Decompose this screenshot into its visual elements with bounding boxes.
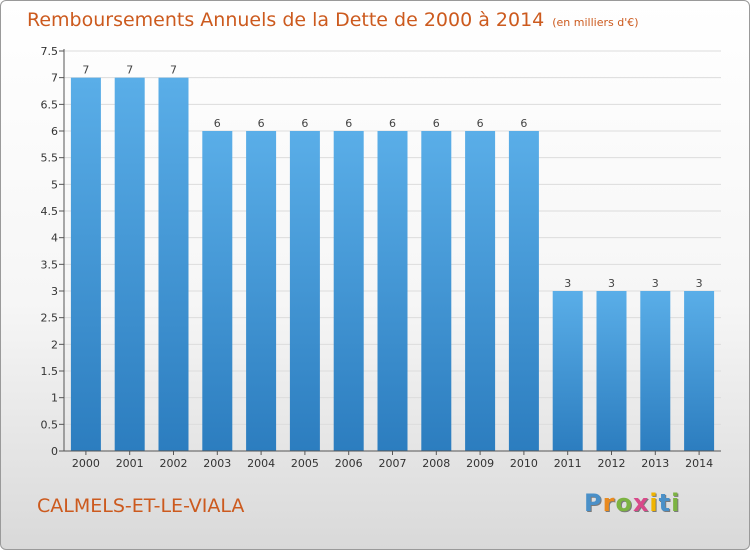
logo-letter: x bbox=[632, 489, 650, 517]
x-tick-label: 2014 bbox=[685, 457, 713, 470]
y-tick-label: 2.5 bbox=[41, 312, 59, 325]
bar bbox=[596, 291, 627, 451]
y-tick-label: 1 bbox=[51, 392, 58, 405]
logo-letter: P bbox=[584, 489, 603, 517]
commune-name: CALMELS-ET-LE-VIALA bbox=[37, 495, 245, 517]
y-tick-label: 3.5 bbox=[41, 258, 59, 271]
data-label: 7 bbox=[82, 64, 89, 77]
x-tick-label: 2012 bbox=[598, 457, 626, 470]
bar bbox=[202, 131, 233, 451]
logo-letter: r bbox=[602, 489, 616, 517]
x-tick-label: 2007 bbox=[379, 457, 407, 470]
bar bbox=[552, 291, 583, 451]
bar bbox=[114, 77, 145, 452]
x-tick-label: 2013 bbox=[641, 457, 669, 470]
x-tick-label: 2004 bbox=[247, 457, 275, 470]
bar bbox=[158, 77, 189, 452]
data-label: 3 bbox=[564, 277, 571, 290]
bar bbox=[684, 291, 715, 451]
data-label: 6 bbox=[258, 117, 265, 130]
x-tick-label: 2009 bbox=[466, 457, 494, 470]
y-tick-label: 4 bbox=[51, 232, 58, 245]
bar bbox=[465, 131, 496, 451]
data-label: 6 bbox=[520, 117, 527, 130]
bar bbox=[508, 131, 539, 451]
logo-letter: i bbox=[671, 489, 681, 517]
x-tick-label: 2010 bbox=[510, 457, 538, 470]
y-tick-label: 5.5 bbox=[41, 152, 59, 165]
data-label: 6 bbox=[214, 117, 221, 130]
x-tick-label: 2001 bbox=[116, 457, 144, 470]
y-tick-label: 0.5 bbox=[41, 418, 59, 431]
chart-unit: (en milliers d'€) bbox=[552, 16, 639, 29]
bar bbox=[421, 131, 452, 451]
chart-title: Remboursements Annuels de la Dette de 20… bbox=[27, 9, 639, 31]
y-tick-label: 6 bbox=[51, 125, 58, 138]
bar bbox=[377, 131, 408, 451]
data-label: 3 bbox=[652, 277, 659, 290]
data-label: 6 bbox=[345, 117, 352, 130]
data-label: 6 bbox=[433, 117, 440, 130]
x-tick-label: 2003 bbox=[203, 457, 231, 470]
bar bbox=[289, 131, 320, 451]
y-tick-label: 2 bbox=[51, 338, 58, 351]
bars bbox=[70, 77, 715, 452]
data-label: 7 bbox=[170, 64, 177, 77]
x-tick-label: 2002 bbox=[160, 457, 188, 470]
x-tick-label: 2008 bbox=[422, 457, 450, 470]
x-tick-label: 2005 bbox=[291, 457, 319, 470]
logo-letter: i bbox=[649, 489, 659, 517]
y-tick-label: 4.5 bbox=[41, 205, 59, 218]
logo-letter: o bbox=[615, 489, 633, 517]
y-tick-label: 0 bbox=[51, 445, 58, 458]
bar bbox=[70, 77, 101, 452]
data-label: 6 bbox=[301, 117, 308, 130]
y-tick-label: 3 bbox=[51, 285, 58, 298]
bar bbox=[246, 131, 277, 451]
y-tick-label: 7.5 bbox=[41, 45, 59, 58]
data-label: 3 bbox=[696, 277, 703, 290]
x-tick-label: 2000 bbox=[72, 457, 100, 470]
data-label: 6 bbox=[477, 117, 484, 130]
bar bbox=[333, 131, 364, 451]
proxiti-logo[interactable]: Proxiti bbox=[584, 489, 680, 517]
axes bbox=[63, 49, 721, 452]
data-label: 7 bbox=[126, 64, 133, 77]
x-tick-label: 2011 bbox=[554, 457, 582, 470]
x-axis-ticks: 2000 2001 2002 2003 2004 2005 2006 2007 2008 2009… bbox=[72, 451, 713, 470]
data-label: 6 bbox=[389, 117, 396, 130]
data-label: 3 bbox=[608, 277, 615, 290]
bar bbox=[640, 291, 671, 451]
x-tick-label: 2006 bbox=[335, 457, 363, 470]
data-labels: 7 7 7 6 6 6 6 6 6 6 6 3 3 3 3 bbox=[82, 64, 702, 290]
y-axis-ticks: 0 0.5 1 1.5 2 2.5 3 3.5 4 4.5 5 5.5 6 6.5 7 7.5 bbox=[41, 45, 64, 458]
logo-letter: t bbox=[658, 489, 672, 517]
y-tick-label: 5 bbox=[51, 178, 58, 191]
y-tick-label: 7 bbox=[51, 72, 58, 85]
chart-title-text: Remboursements Annuels de la Dette de 20… bbox=[27, 9, 545, 31]
y-tick-label: 6.5 bbox=[41, 98, 59, 111]
y-tick-label: 1.5 bbox=[41, 365, 59, 378]
